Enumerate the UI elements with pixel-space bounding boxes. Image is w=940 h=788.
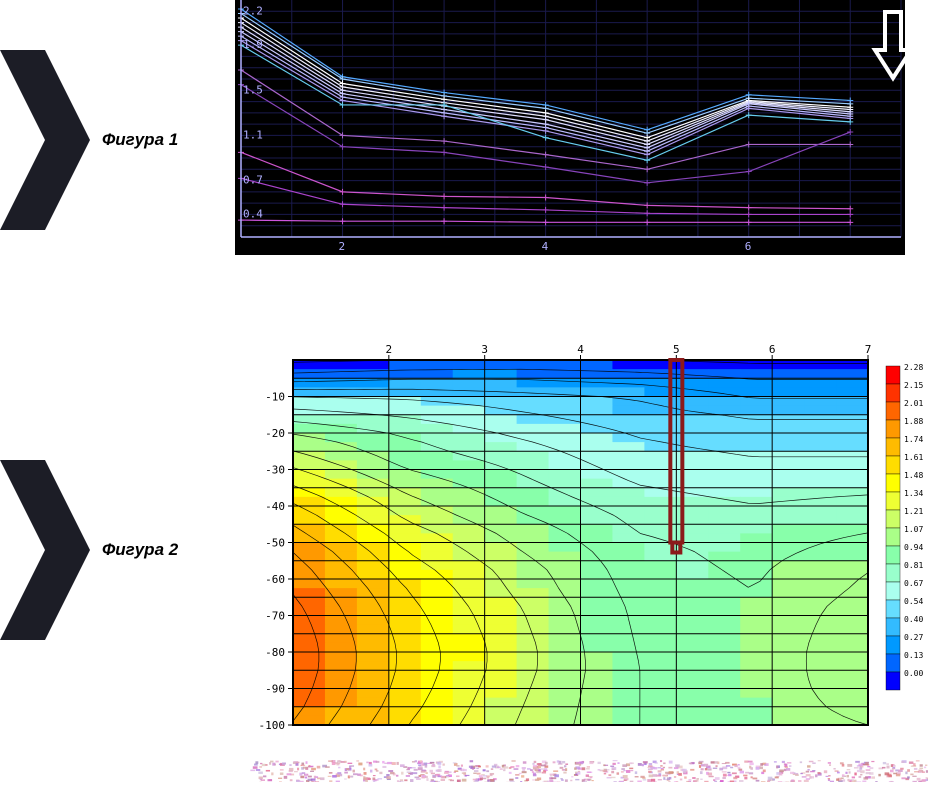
svg-text:0.40: 0.40 [904,615,923,624]
noise-bar [248,760,928,782]
svg-text:0.67: 0.67 [904,579,923,588]
svg-text:4: 4 [542,240,549,253]
svg-text:0.94: 0.94 [904,543,923,552]
svg-text:1.5: 1.5 [243,83,263,96]
svg-text:1.07: 1.07 [904,525,923,534]
svg-text:2.01: 2.01 [904,399,923,408]
svg-text:-60: -60 [265,573,285,586]
svg-text:6: 6 [745,240,752,253]
svg-text:7: 7 [865,343,872,356]
contour-heatmap: 2 3 4 5 6 7 -10 -20 -30 -40 -50 -60 -70 -80 -90 -100 2.2… [248,340,928,735]
svg-text:2.2: 2.2 [243,4,263,17]
svg-text:-10: -10 [265,391,285,404]
svg-text:2.15: 2.15 [904,381,923,390]
svg-text:1.48: 1.48 [904,471,923,480]
svg-text:1.21: 1.21 [904,507,923,516]
svg-text:2: 2 [386,343,393,356]
svg-text:1.34: 1.34 [904,489,923,498]
svg-text:0.81: 0.81 [904,561,923,570]
svg-text:-20: -20 [265,427,285,440]
svg-text:-80: -80 [265,646,285,659]
svg-text:-30: -30 [265,464,285,477]
figure1-chart: 0.4 0.7 1.1 1.5 1.9 2.2 2 4 6 [235,0,905,255]
svg-text:1.88: 1.88 [904,417,923,426]
svg-text:0.00: 0.00 [904,669,923,678]
svg-text:1.1: 1.1 [243,128,263,141]
arrow-down-icon [871,6,915,86]
figure1-label: Фигура 1 [102,130,178,150]
figure2-chart: 2 3 4 5 6 7 -10 -20 -30 -40 -50 -60 -70 -80 -90 -100 2.2… [248,340,928,735]
svg-text:0.4: 0.4 [243,207,263,220]
svg-text:6: 6 [769,343,776,356]
chevron-icon [0,460,90,640]
svg-text:-40: -40 [265,500,285,513]
svg-text:0.7: 0.7 [243,174,263,187]
svg-text:3: 3 [481,343,488,356]
svg-text:2.28: 2.28 [904,363,923,372]
svg-text:-70: -70 [265,610,285,623]
figure1-label-block: Фигура 1 [0,50,178,230]
svg-text:0.13: 0.13 [904,651,923,660]
svg-text:4: 4 [577,343,584,356]
svg-text:1.9: 1.9 [243,38,263,51]
svg-text:-90: -90 [265,683,285,696]
svg-text:1.74: 1.74 [904,435,923,444]
chevron-icon [0,50,90,230]
svg-text:2: 2 [339,240,346,253]
svg-text:0.27: 0.27 [904,633,923,642]
svg-text:-50: -50 [265,537,285,550]
figure2-label: Фигура 2 [102,540,178,560]
svg-text:0.54: 0.54 [904,597,923,606]
svg-text:1.61: 1.61 [904,453,923,462]
figure2-label-block: Фигура 2 [0,460,178,640]
svg-text:-100: -100 [259,719,286,732]
svg-text:5: 5 [673,343,680,356]
line-chart: 0.4 0.7 1.1 1.5 1.9 2.2 2 4 6 [235,0,905,255]
